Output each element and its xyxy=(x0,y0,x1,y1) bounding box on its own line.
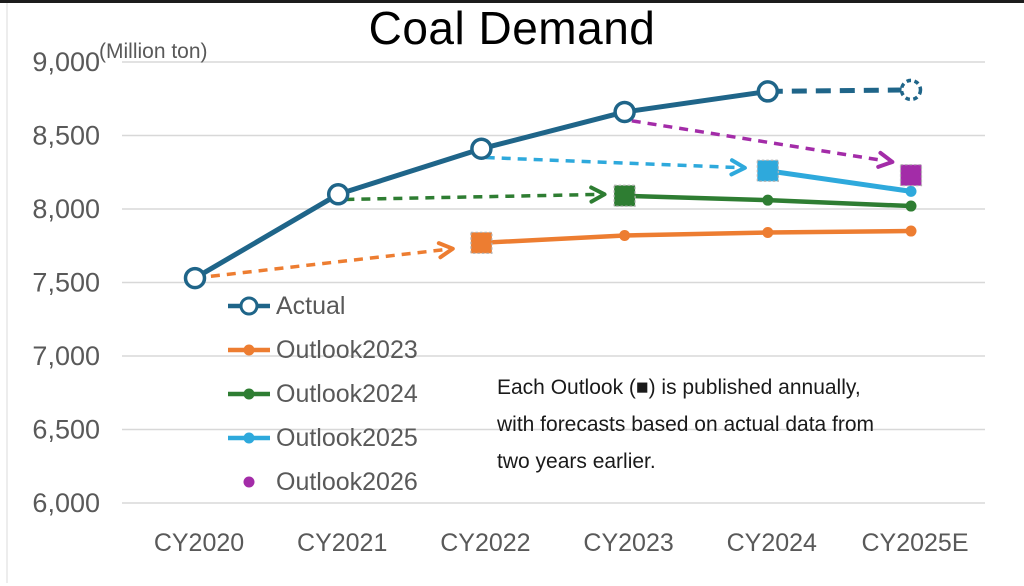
top-border-line xyxy=(0,0,1024,3)
marker-actual-cy2022 xyxy=(470,137,493,160)
outlook2025-arrow-head xyxy=(729,158,747,177)
legend-label-outlook2023: Outlook2023 xyxy=(276,335,418,364)
legend-item-outlook2023: Outlook2023 xyxy=(226,328,418,372)
outlook2024-arrow xyxy=(345,192,597,202)
legend-item-outlook2025: Outlook2025 xyxy=(226,416,418,460)
outlook2026-legend-marker-icon xyxy=(243,476,255,488)
chart-title: Coal Demand xyxy=(368,2,656,54)
outlook2026-arrow xyxy=(631,119,885,163)
y-tick-label: 8,000 xyxy=(32,194,100,224)
series-line-outlook2025 xyxy=(767,168,912,194)
x-tick-label: CY2022 xyxy=(440,529,530,557)
y-tick-label: 6,000 xyxy=(32,488,100,518)
actual-legend-marker-icon xyxy=(228,296,270,316)
y-tick-label: 8,500 xyxy=(32,121,100,151)
x-tick-label: CY2021 xyxy=(297,529,387,557)
left-edge-line xyxy=(6,3,8,583)
series-dashed-line-actual xyxy=(767,87,912,94)
outlook2024-legend-marker-icon xyxy=(228,388,270,400)
outlook2026-arrow-head xyxy=(876,150,895,169)
annotation-line-2: with forecasts based on actual data from xyxy=(497,413,875,436)
series-line-outlook2023 xyxy=(481,228,912,246)
annotation-line-1: Each Outlook (■) is published annually, xyxy=(497,376,861,399)
legend-label-outlook2025: Outlook2025 xyxy=(276,423,418,452)
marker-actual-cy2024 xyxy=(756,80,780,103)
marker-outlook2023-cy2023 xyxy=(619,229,631,241)
annotation-text: Each Outlook (■) is published annually, … xyxy=(497,369,967,480)
outlook2023-arrow xyxy=(194,247,446,280)
marker-actual-cy2020 xyxy=(183,266,207,290)
legend-item-outlook2024: Outlook2024 xyxy=(226,372,418,416)
legend-item-outlook2026: Outlook2026 xyxy=(226,460,418,504)
marker-outlook2024-cy2023 xyxy=(613,184,636,207)
x-tick-label: CY2024 xyxy=(727,529,817,557)
legend-label-outlook2026: Outlook2026 xyxy=(276,467,418,496)
outlook2025-legend-marker-icon xyxy=(228,432,270,444)
marker-actual-cy2023 xyxy=(613,100,636,124)
y-tick-label: 6,500 xyxy=(32,415,100,445)
marker-outlook2026-cy2025e xyxy=(899,164,923,187)
chart-legend: Actual Outlook2023 Outlook2024 Outlook2025 O… xyxy=(226,284,418,504)
y-axis-unit-label: (Million ton) xyxy=(99,40,208,63)
marker-actual-cy2025e xyxy=(899,78,923,102)
x-tick-label: CY2023 xyxy=(583,529,673,557)
x-tick-label: CY2025E xyxy=(861,529,968,557)
legend-item-actual: Actual xyxy=(226,284,418,328)
outlook2023-arrow-head xyxy=(436,241,455,260)
marker-outlook2023-cy2022 xyxy=(470,231,493,254)
marker-outlook2024-cy2024 xyxy=(762,194,774,206)
y-tick-label: 7,500 xyxy=(32,268,100,298)
annotation-line-3: two years earlier. xyxy=(497,450,656,473)
legend-label-actual: Actual xyxy=(276,291,346,320)
x-tick-label: CY2020 xyxy=(154,529,244,557)
outlook2023-legend-marker-icon xyxy=(228,344,270,356)
legend-label-outlook2024: Outlook2024 xyxy=(276,379,418,408)
marker-outlook2025-cy2024 xyxy=(756,159,779,182)
outlook2024-arrow-head xyxy=(589,185,607,204)
marker-outlook2025-cy2025e xyxy=(905,185,917,197)
y-tick-label: 7,000 xyxy=(32,341,100,371)
y-tick-label: 9,000 xyxy=(32,47,100,77)
marker-outlook2023-cy2025e xyxy=(905,225,917,237)
marker-actual-cy2021 xyxy=(326,183,350,206)
marker-outlook2024-cy2025e xyxy=(905,200,917,212)
outlook2025-arrow xyxy=(485,155,737,170)
marker-outlook2023-cy2024 xyxy=(762,227,774,239)
